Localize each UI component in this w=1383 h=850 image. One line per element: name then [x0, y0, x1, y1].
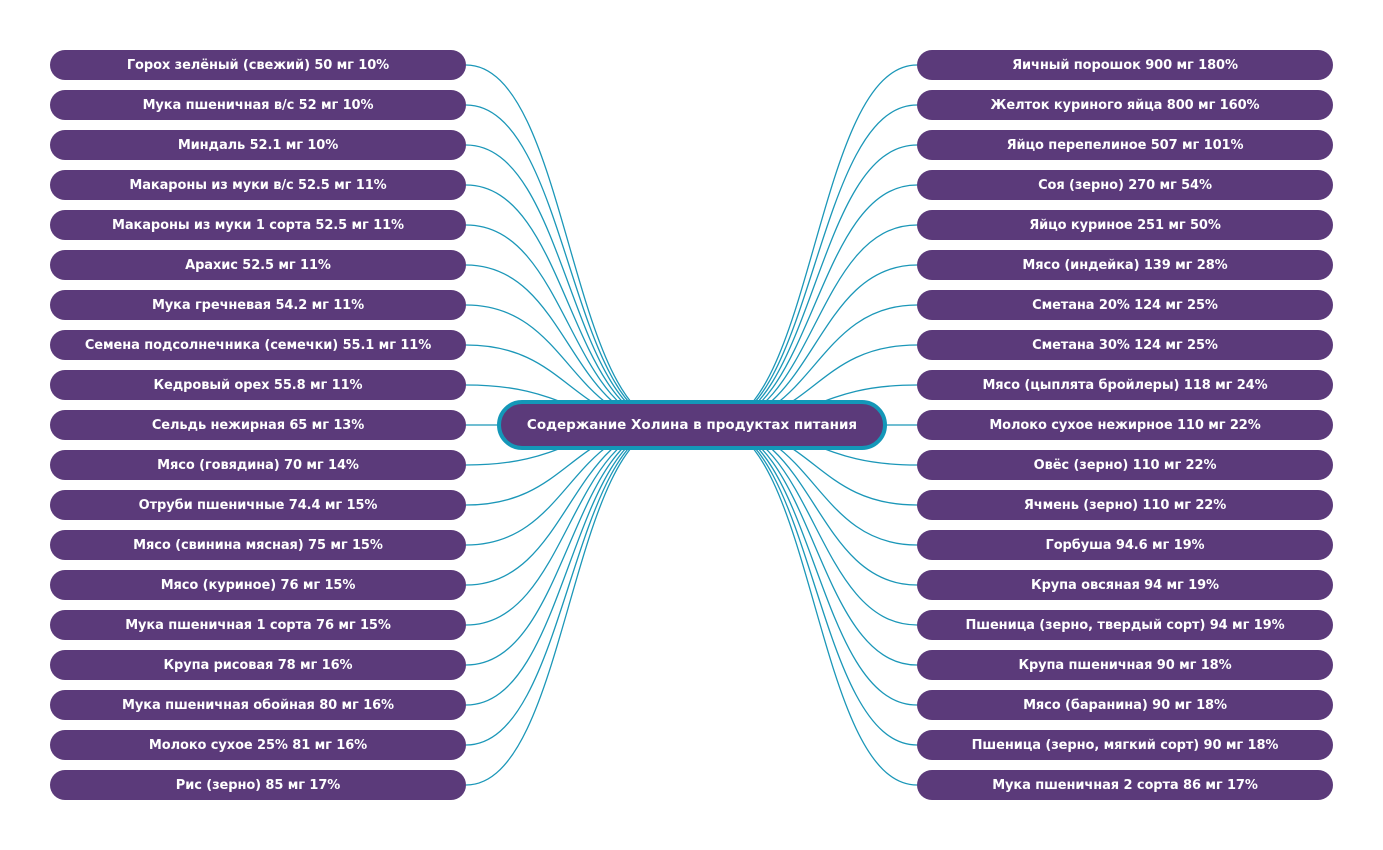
right-item-label: Пшеница (зерно, твердый сорт) 94 мг 19%: [965, 617, 1285, 633]
right-item[interactable]: Овёс (зерно) 110 мг 22%: [917, 450, 1333, 480]
left-item-label: Сельдь нежирная 65 мг 13%: [151, 417, 365, 433]
right-item-label: Желток куриного яйца 800 мг 160%: [990, 97, 1260, 113]
right-item-label: Пшеница (зерно, мягкий сорт) 90 мг 18%: [971, 737, 1279, 753]
left-connector: [465, 224, 673, 426]
right-item[interactable]: Мука пшеничная 2 сорта 86 мг 17%: [917, 770, 1333, 800]
left-connector: [465, 144, 673, 426]
right-item[interactable]: Желток куриного яйца 800 мг 160%: [917, 90, 1333, 120]
right-item[interactable]: Горбуша 94.6 мг 19%: [917, 530, 1333, 560]
right-item[interactable]: Мясо (цыплята бройлеры) 118 мг 24%: [917, 370, 1333, 400]
right-item-label: Крупа овсяная 94 мг 19%: [1031, 577, 1219, 593]
left-item-label: Отруби пшеничные 74.4 мг 15%: [138, 497, 378, 513]
left-item[interactable]: Мясо (куриное) 76 мг 15%: [50, 570, 466, 600]
right-item[interactable]: Крупа овсяная 94 мг 19%: [917, 570, 1333, 600]
right-item-label: Крупа пшеничная 90 мг 18%: [1018, 657, 1232, 673]
right-connector: [711, 104, 918, 426]
left-item-label: Мука пшеничная в/с 52 мг 10%: [142, 97, 374, 113]
left-item[interactable]: Кедровый орех 55.8 мг 11%: [50, 370, 466, 400]
right-connector: [711, 424, 918, 626]
left-item[interactable]: Макароны из муки 1 сорта 52.5 мг 11%: [50, 210, 466, 240]
left-item[interactable]: Крупа рисовая 78 мг 16%: [50, 650, 466, 680]
left-item-label: Семена подсолнечника (семечки) 55.1 мг 1…: [84, 337, 432, 353]
right-item-label: Ячмень (зерно) 110 мг 22%: [1023, 497, 1227, 513]
left-item[interactable]: Отруби пшеничные 74.4 мг 15%: [50, 490, 466, 520]
right-item-label: Овёс (зерно) 110 мг 22%: [1033, 457, 1217, 473]
right-connector: [711, 424, 918, 666]
left-connector: [465, 64, 673, 426]
right-connector: [711, 144, 918, 426]
right-item[interactable]: Яйцо перепелиное 507 мг 101%: [917, 130, 1333, 160]
right-item-label: Горбуша 94.6 мг 19%: [1045, 537, 1205, 553]
right-connector: [711, 64, 918, 426]
right-item[interactable]: Сметана 30% 124 мг 25%: [917, 330, 1333, 360]
left-item-label: Горох зелёный (свежий) 50 мг 10%: [126, 57, 390, 73]
left-connector: [465, 424, 673, 666]
left-item-label: Макароны из муки 1 сорта 52.5 мг 11%: [112, 217, 404, 233]
left-item-label: Рис (зерно) 85 мг 17%: [175, 777, 341, 793]
left-item-label: Арахис 52.5 мг 11%: [185, 257, 331, 273]
right-item[interactable]: Ячмень (зерно) 110 мг 22%: [917, 490, 1333, 520]
right-item[interactable]: Яйцо куриное 251 мг 50%: [917, 210, 1333, 240]
right-item[interactable]: Мясо (баранина) 90 мг 18%: [917, 690, 1333, 720]
right-item-label: Соя (зерно) 270 мг 54%: [1038, 177, 1212, 193]
left-item-label: Молоко сухое 25% 81 мг 16%: [148, 737, 368, 753]
left-connector: [465, 424, 673, 786]
left-item-label: Мясо (говядина) 70 мг 14%: [157, 457, 359, 473]
right-item-label: Мясо (баранина) 90 мг 18%: [1023, 697, 1227, 713]
central-topic[interactable]: Содержание Холина в продуктах питания: [497, 400, 887, 450]
right-connector: [711, 424, 918, 706]
left-item[interactable]: Семена подсолнечника (семечки) 55.1 мг 1…: [50, 330, 466, 360]
right-item[interactable]: Крупа пшеничная 90 мг 18%: [917, 650, 1333, 680]
left-item-label: Кедровый орех 55.8 мг 11%: [153, 377, 363, 393]
left-item-label: Миндаль 52.1 мг 10%: [177, 137, 339, 153]
left-item[interactable]: Мясо (свинина мясная) 75 мг 15%: [50, 530, 466, 560]
left-item-label: Мясо (куриное) 76 мг 15%: [160, 577, 356, 593]
left-connector: [465, 424, 673, 706]
right-item[interactable]: Молоко сухое нежирное 110 мг 22%: [917, 410, 1333, 440]
left-item-label: Мука пшеничная обойная 80 мг 16%: [122, 697, 394, 713]
right-item-label: Яйцо куриное 251 мг 50%: [1029, 217, 1221, 233]
right-connector: [711, 184, 918, 426]
left-item[interactable]: Мясо (говядина) 70 мг 14%: [50, 450, 466, 480]
left-connector: [465, 184, 673, 426]
right-item[interactable]: Сметана 20% 124 мг 25%: [917, 290, 1333, 320]
right-connector: [711, 424, 918, 746]
right-connector: [711, 424, 918, 786]
right-item-label: Мясо (индейка) 139 мг 28%: [1022, 257, 1228, 273]
central-topic-label: Содержание Холина в продуктах питания: [526, 417, 858, 433]
right-item-label: Мука пшеничная 2 сорта 86 мг 17%: [992, 777, 1258, 793]
right-item[interactable]: Яичный порошок 900 мг 180%: [917, 50, 1333, 80]
left-item[interactable]: Арахис 52.5 мг 11%: [50, 250, 466, 280]
left-item[interactable]: Мука пшеничная 1 сорта 76 мг 15%: [50, 610, 466, 640]
right-connector: [711, 224, 918, 426]
left-item[interactable]: Молоко сухое 25% 81 мг 16%: [50, 730, 466, 760]
left-item[interactable]: Мука пшеничная в/с 52 мг 10%: [50, 90, 466, 120]
left-item[interactable]: Мука пшеничная обойная 80 мг 16%: [50, 690, 466, 720]
right-item[interactable]: Мясо (индейка) 139 мг 28%: [917, 250, 1333, 280]
left-item-label: Крупа рисовая 78 мг 16%: [163, 657, 353, 673]
left-item-label: Мука пшеничная 1 сорта 76 мг 15%: [125, 617, 391, 633]
left-connector: [465, 424, 673, 626]
right-item-label: Яичный порошок 900 мг 180%: [1012, 57, 1238, 73]
right-item-label: Яйцо перепелиное 507 мг 101%: [1006, 137, 1244, 153]
left-item[interactable]: Рис (зерно) 85 мг 17%: [50, 770, 466, 800]
left-item-label: Мука гречневая 54.2 мг 11%: [151, 297, 365, 313]
right-item-label: Сметана 20% 124 мг 25%: [1032, 297, 1218, 313]
right-item[interactable]: Соя (зерно) 270 мг 54%: [917, 170, 1333, 200]
left-item[interactable]: Горох зелёный (свежий) 50 мг 10%: [50, 50, 466, 80]
left-item[interactable]: Мука гречневая 54.2 мг 11%: [50, 290, 466, 320]
left-item-label: Макароны из муки в/с 52.5 мг 11%: [129, 177, 387, 193]
left-item[interactable]: Сельдь нежирная 65 мг 13%: [50, 410, 466, 440]
left-item[interactable]: Миндаль 52.1 мг 10%: [50, 130, 466, 160]
right-item-label: Мясо (цыплята бройлеры) 118 мг 24%: [982, 377, 1268, 393]
right-item[interactable]: Пшеница (зерно, мягкий сорт) 90 мг 18%: [917, 730, 1333, 760]
left-connector: [465, 104, 673, 426]
right-item-label: Молоко сухое нежирное 110 мг 22%: [989, 417, 1261, 433]
left-item[interactable]: Макароны из муки в/с 52.5 мг 11%: [50, 170, 466, 200]
left-connector: [465, 424, 673, 746]
right-item[interactable]: Пшеница (зерно, твердый сорт) 94 мг 19%: [917, 610, 1333, 640]
right-item-label: Сметана 30% 124 мг 25%: [1032, 337, 1218, 353]
left-item-label: Мясо (свинина мясная) 75 мг 15%: [133, 537, 383, 553]
